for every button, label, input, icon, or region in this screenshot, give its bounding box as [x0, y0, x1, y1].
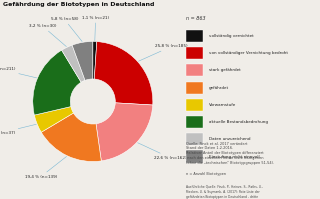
Wedge shape: [62, 45, 85, 82]
Bar: [186, 133, 203, 145]
Text: Einstufung nicht sinnvoll: Einstufung nicht sinnvoll: [209, 154, 260, 158]
Bar: [186, 116, 203, 128]
Text: 5,8 % (n=58): 5,8 % (n=58): [51, 17, 82, 42]
Text: von vollständiger Vernichtung bedroht: von vollständiger Vernichtung bedroht: [209, 51, 288, 55]
Bar: [186, 99, 203, 111]
Wedge shape: [41, 113, 101, 162]
Wedge shape: [33, 50, 81, 115]
Wedge shape: [93, 41, 97, 79]
Text: vollständig vernichtet: vollständig vernichtet: [209, 34, 254, 38]
Bar: [186, 150, 203, 163]
Text: gefährdet: gefährdet: [209, 86, 229, 90]
Bar: [186, 82, 203, 94]
Wedge shape: [96, 103, 153, 161]
Text: 19,4 % (n=139): 19,4 % (n=139): [25, 156, 67, 179]
Text: stark gefährdet: stark gefährdet: [209, 68, 241, 72]
Text: 20,7 % (n=211): 20,7 % (n=211): [0, 67, 37, 78]
Text: 3,2 % (n=30): 3,2 % (n=30): [29, 24, 67, 47]
Text: Daten unzureichend: Daten unzureichend: [209, 137, 251, 141]
Text: 5,1 % (n=37): 5,1 % (n=37): [0, 124, 36, 135]
Wedge shape: [34, 107, 74, 132]
Text: 25,8 % (n=185): 25,8 % (n=185): [139, 44, 188, 61]
Bar: [186, 30, 203, 42]
Text: aktuelle Bestandsbedrohung: aktuelle Bestandsbedrohung: [209, 120, 268, 124]
Wedge shape: [72, 41, 93, 80]
Bar: [186, 64, 203, 76]
Bar: [186, 47, 203, 59]
Text: n = 863: n = 863: [186, 16, 205, 21]
Text: Ausführliche Quelle: Finck, P., Heinze, S., Raths, U.,
Riecken, U. & Ssymank, A.: Ausführliche Quelle: Finck, P., Heinze, …: [186, 185, 263, 199]
Text: 1,1 % (n=21): 1,1 % (n=21): [82, 16, 109, 41]
Text: Quelle: Finck et al. 2017 verändert
Stand der Daten 1.2.2016.
Relativer Anteil d: Quelle: Finck et al. 2017 verändert Stan…: [186, 141, 274, 176]
Wedge shape: [94, 42, 153, 105]
Text: Vorwarnstufe: Vorwarnstufe: [209, 103, 236, 107]
Text: Gefährdung der Biototypen in Deutschland: Gefährdung der Biototypen in Deutschland: [3, 2, 155, 7]
Text: 22,6 % (n=162): 22,6 % (n=162): [138, 143, 187, 160]
